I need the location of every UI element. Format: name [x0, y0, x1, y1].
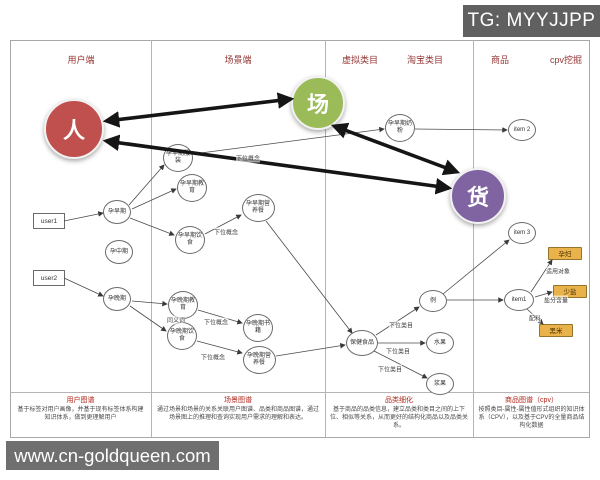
node-zaoqi-fuzhuang: 孕早期服装	[163, 144, 193, 172]
description-body: 按照类目-属性-属性值形式组织的知识体系（CPV），以及基于CPV的全量商品结构…	[478, 407, 585, 429]
description-divider	[10, 392, 589, 393]
description-title: 场景图谱	[224, 397, 252, 404]
edge-label: 下位类目	[377, 364, 403, 374]
column-divider	[473, 40, 474, 437]
node-wanqi-yingyangcan: 孕晚期营养餐	[242, 346, 276, 374]
node-shuiguo: 水果	[426, 332, 454, 354]
column-header-user-side: 用户端	[67, 55, 95, 65]
node-wanqi-shuji: 孕晚期书籍	[243, 314, 273, 342]
column-divider	[151, 40, 152, 437]
node-goods: 货	[450, 168, 506, 224]
node-zaoqi-jiaoyu: 孕早期教育	[177, 174, 207, 202]
watermark-url: www.cn-goldqueen.com	[6, 441, 219, 470]
node-yun-zhongqi: 孕中期	[105, 240, 133, 264]
node-person: 人	[44, 99, 104, 159]
node-yunfu: 孕妇	[548, 246, 582, 260]
node-heimi: 黑米	[539, 323, 573, 337]
node-jiangguo: 浆果	[426, 373, 454, 395]
edge-label: 下位概念	[235, 153, 261, 163]
node-zaoqi-yingyangcan: 孕早期营养餐	[241, 194, 275, 222]
node-item3: item 3	[508, 222, 536, 244]
edge-label: 下位类目	[388, 320, 414, 330]
edge-label: 下位概念	[203, 317, 229, 327]
description-body: 通过场景和场景的关系关联用户图谱、品类和商品图谱，通过场景图上的推理和查询实现用…	[156, 407, 319, 421]
description-title: 用户图谱	[66, 397, 95, 404]
description-body: 基于商品的品类信息，建立品类和类目之间的上下位、相似等关系，从而更好的结构化商品…	[330, 407, 469, 429]
node-user1: user1	[33, 213, 65, 229]
node-scene: 场	[291, 76, 345, 130]
node-li: 例	[419, 290, 447, 312]
description-user-graph: 用户图谱基于标签对用户画像，并基于现有标签体系构建知识体系，做到更理解用户	[10, 392, 151, 437]
node-item1: item1	[504, 289, 534, 311]
edge-label: 下位类目	[385, 346, 411, 356]
node-zaoqi-naifen: 孕早期奶粉	[385, 114, 415, 142]
column-header-scene-side: 场景端	[224, 55, 252, 65]
column-header-virtual-category: 虚拟类目	[341, 55, 379, 65]
node-zaoqi-yinshi: 孕早期饮食	[175, 226, 205, 254]
description-body: 基于标签对用户画像，并基于现有标签体系构建知识体系，做到更理解用户	[17, 407, 144, 421]
node-yun-zaoqi: 孕早期	[103, 200, 131, 224]
node-shaoyan: 少盐	[553, 284, 587, 298]
description-title: 商品图谱（cpv）	[505, 397, 558, 404]
column-header-taobao-category: 淘宝类目	[406, 55, 444, 65]
column-header-product: 商品	[490, 55, 510, 65]
tg-banner: TG: MYYJJPP	[463, 5, 600, 37]
description-scene-graph: 场景图谱通过场景和场景的关系关联用户图谱、品类和商品图谱，通过场景图上的推理和查…	[151, 392, 325, 437]
edge-label: 盐分含量	[543, 295, 569, 305]
node-user2: user2	[33, 270, 65, 286]
node-wanqi-jiaoyu: 孕晚期教育	[168, 291, 198, 319]
column-header-cpv-mining: cpv挖掘	[549, 55, 583, 65]
description-category-refine: 品类细化基于商品的品类信息，建立品类和类目之间的上下位、相似等关系，从而更好的结…	[325, 392, 473, 437]
node-wanqi-yinshi: 孕晚期饮食	[167, 322, 197, 350]
edge-label: 适用对象	[545, 266, 571, 276]
edge-label: 下位概念	[213, 227, 239, 237]
node-yun-wanqi: 孕晚期	[103, 287, 131, 311]
edge-label: 下位概念	[200, 352, 226, 362]
description-product-graph: 商品图谱（cpv） 按照类目-属性-属性值形式组织的知识体系（CPV），以及基于C…	[473, 392, 590, 437]
relation-label: 同义词	[166, 315, 186, 325]
node-baojian-shipin: 保健食品	[346, 330, 378, 356]
description-title: 品类细化	[385, 397, 413, 404]
node-item2: item 2	[508, 119, 536, 141]
edge-label: 配料	[528, 313, 542, 323]
